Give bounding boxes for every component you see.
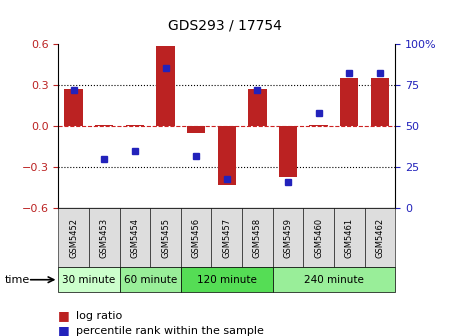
Text: GDS293 / 17754: GDS293 / 17754 bbox=[167, 18, 282, 33]
FancyBboxPatch shape bbox=[119, 267, 181, 292]
Text: ■: ■ bbox=[58, 309, 70, 322]
Bar bbox=[340, 78, 358, 126]
Bar bbox=[156, 46, 175, 126]
Text: GSM5462: GSM5462 bbox=[375, 218, 384, 258]
Text: GSM5452: GSM5452 bbox=[69, 218, 78, 258]
Bar bbox=[126, 125, 144, 126]
Text: time: time bbox=[4, 275, 30, 285]
FancyBboxPatch shape bbox=[181, 208, 211, 267]
Bar bbox=[65, 89, 83, 126]
FancyBboxPatch shape bbox=[242, 208, 273, 267]
Text: GSM5455: GSM5455 bbox=[161, 218, 170, 258]
FancyBboxPatch shape bbox=[119, 208, 150, 267]
Bar bbox=[218, 126, 236, 185]
FancyBboxPatch shape bbox=[303, 208, 334, 267]
Text: ■: ■ bbox=[58, 325, 70, 336]
FancyBboxPatch shape bbox=[181, 267, 273, 292]
Text: GSM5459: GSM5459 bbox=[283, 218, 292, 258]
Text: 60 minute: 60 minute bbox=[123, 275, 177, 285]
Bar bbox=[95, 125, 114, 126]
Text: GSM5457: GSM5457 bbox=[222, 218, 231, 258]
Bar bbox=[279, 126, 297, 177]
FancyBboxPatch shape bbox=[58, 208, 89, 267]
Text: GSM5456: GSM5456 bbox=[192, 218, 201, 258]
FancyBboxPatch shape bbox=[273, 208, 303, 267]
FancyBboxPatch shape bbox=[211, 208, 242, 267]
Text: percentile rank within the sample: percentile rank within the sample bbox=[76, 326, 264, 336]
FancyBboxPatch shape bbox=[58, 267, 119, 292]
FancyBboxPatch shape bbox=[334, 208, 365, 267]
Text: 240 minute: 240 minute bbox=[304, 275, 364, 285]
Text: GSM5458: GSM5458 bbox=[253, 218, 262, 258]
Bar bbox=[370, 78, 389, 126]
Text: 120 minute: 120 minute bbox=[197, 275, 257, 285]
FancyBboxPatch shape bbox=[150, 208, 181, 267]
Bar bbox=[309, 125, 328, 126]
FancyBboxPatch shape bbox=[89, 208, 119, 267]
Bar bbox=[187, 126, 205, 133]
FancyBboxPatch shape bbox=[273, 267, 395, 292]
Text: log ratio: log ratio bbox=[76, 311, 123, 321]
Text: GSM5453: GSM5453 bbox=[100, 218, 109, 258]
Text: 30 minute: 30 minute bbox=[62, 275, 115, 285]
Text: GSM5460: GSM5460 bbox=[314, 218, 323, 258]
FancyBboxPatch shape bbox=[365, 208, 395, 267]
Text: GSM5454: GSM5454 bbox=[130, 218, 139, 258]
Bar bbox=[248, 89, 267, 126]
Text: GSM5461: GSM5461 bbox=[345, 218, 354, 258]
